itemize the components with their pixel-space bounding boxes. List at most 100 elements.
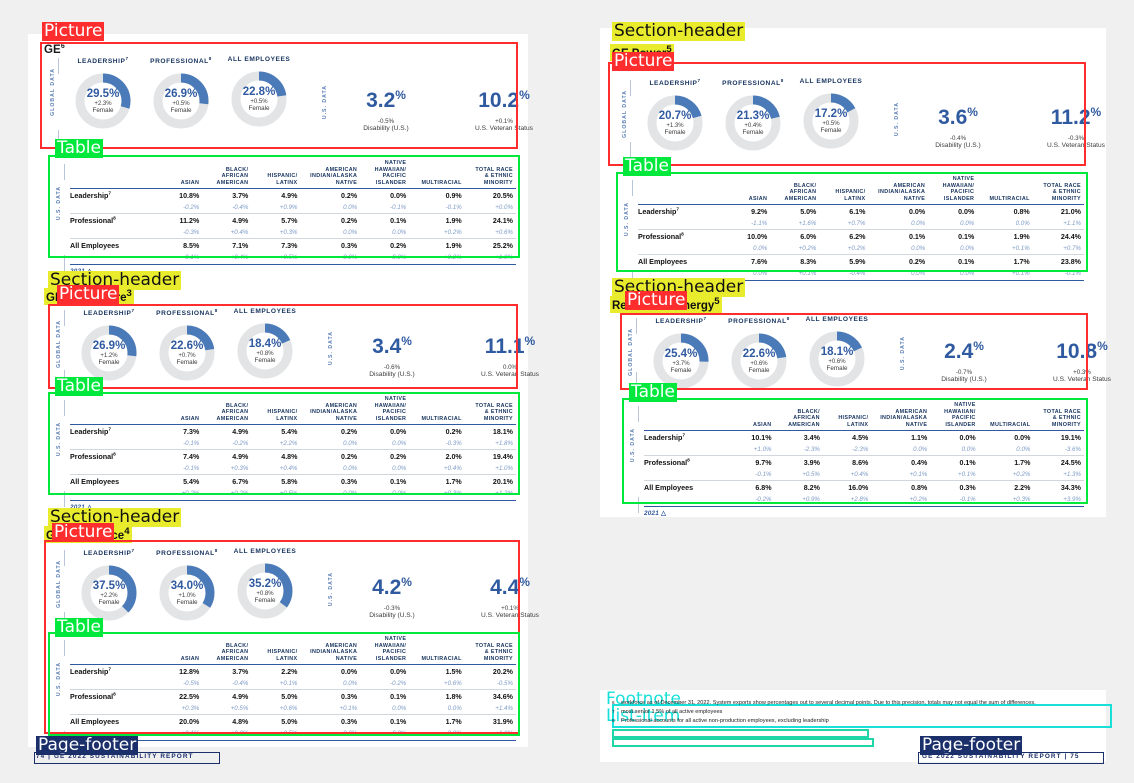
kpi-disability: 4.2% -0.3% Disability (U.S.) — [346, 576, 438, 619]
table-cell: 0.0% — [909, 207, 926, 216]
table-row-label: All Employees — [70, 714, 152, 729]
axis-rule-top — [64, 310, 65, 326]
table-row-label: Leadership7 — [638, 207, 680, 217]
table-delta-cell: 0.0% — [960, 270, 975, 278]
axis-rule-top — [64, 640, 65, 656]
table-delta-cell: -0.5% — [496, 680, 513, 688]
table-delta-cell: 0.0% — [753, 245, 768, 253]
table-delta-label — [70, 252, 151, 263]
axis-label-us-data: U.S. DATA — [894, 101, 900, 137]
kpi-caption: Disability (U.S.) — [363, 124, 409, 132]
kpi-value: 2.4% — [944, 338, 984, 363]
donut-value: 37.5% — [92, 579, 126, 592]
section-header-ge: GE6 — [44, 43, 65, 56]
table-header-row: ASIAN BLACK/AFRICAN AMERICAN HISPANIC/LATIN… — [638, 176, 1084, 206]
table-delta-cell: -0.1% — [445, 204, 462, 212]
table-delta-cell: 0.0% — [753, 270, 768, 278]
table-delta-cell: +0.3% — [230, 730, 249, 738]
delta-triangle-icon: △ — [87, 504, 93, 512]
kpi-caption: U.S. Veteran Status — [1047, 141, 1105, 149]
table-compare-year: 2021 △ — [70, 500, 516, 511]
table-delta-cell: 0.0% — [911, 245, 926, 253]
table-cell: 8.5% — [151, 238, 203, 253]
table-delta-cell: +1.2% — [495, 490, 513, 498]
table-cell: 19.1% — [1060, 433, 1081, 442]
table-cell: 22.5% — [151, 689, 203, 704]
donut-ring-chart: 26.9% +1.2% Female — [78, 322, 140, 384]
table-delta-cell: 0.0% — [911, 270, 926, 278]
table-row-label: All Employees — [70, 238, 152, 253]
table-delta-label — [638, 268, 719, 279]
table-header-row: ASIAN BLACK/AFRICAN AMERICAN HISPANIC/LATIN… — [70, 160, 516, 190]
table-delta-label — [70, 728, 151, 739]
footnote-text: Professional accounts for all active non… — [621, 717, 829, 724]
axis-label-us-data: U.S. DATA — [328, 330, 334, 366]
donut-delta: +0.6% — [828, 359, 846, 366]
demographics-table: ASIAN BLACK/AFRICAN AMERICAN HISPANIC/LATIN… — [70, 160, 516, 263]
table-cell: 0.3% — [300, 714, 361, 729]
table-cell: 19.4% — [464, 449, 516, 464]
table-cell: 20.0% — [151, 714, 203, 729]
table-header-cell-6: TOTAL RACE & ETHNIC MINORITY — [1033, 402, 1084, 432]
axis-rule-top — [64, 164, 65, 180]
table-delta-cell: 0.0% — [1016, 446, 1031, 454]
axis-label-us-data: U.S. DATA — [322, 84, 328, 120]
donut-title: PROFESSIONAL8 — [728, 316, 790, 326]
donut-ring-chart: 20.7% +1.3% Female — [644, 92, 706, 154]
table-cell: 24.1% — [464, 213, 516, 228]
table-cell: 24.4% — [1032, 229, 1084, 244]
table-cell: 24.5% — [1033, 455, 1084, 470]
table-delta-cell: +0.3% — [444, 490, 462, 498]
donut-title: LEADERSHIP7 — [83, 548, 135, 558]
donut-delta: +0.8% — [256, 351, 274, 358]
table-delta-row: -1.1% +1.6% +0.7% 0.0% 0.0% 0.0% +1.1% — [638, 218, 1084, 230]
table-header-cell-2: HISPANIC/LATINX — [251, 636, 301, 666]
table-delta-cell: +0.6% — [444, 680, 462, 688]
table-delta-cell: 0.0% — [392, 730, 407, 738]
table-cell: 5.0% — [251, 689, 301, 704]
table-cell: 0.0% — [958, 207, 975, 216]
table-header-cell — [644, 402, 724, 432]
table-cell: 1.7% — [977, 254, 1033, 269]
table-header-cell-1: BLACK/AFRICAN AMERICAN — [774, 402, 823, 432]
donut-delta: +0.5% — [822, 121, 840, 128]
donut-caption: Female — [664, 128, 686, 136]
table-delta-cell: -0.3% — [445, 440, 462, 448]
donut-caption: Female — [670, 366, 692, 374]
table-delta-cell: +1.4% — [495, 705, 513, 713]
table-row: Professional8 7.4% 4.9% 4.8% 0.2% 0.2% 2.0% 19.… — [70, 449, 516, 464]
table-cell: 11.2% — [151, 213, 203, 228]
donut-title: LEADERSHIP7 — [83, 308, 135, 318]
table-delta-label — [70, 703, 151, 715]
section-header-footnote-marker: 6 — [60, 43, 65, 50]
donut-title: LEADERSHIP7 — [655, 316, 707, 326]
donut-title: LEADERSHIP7 — [77, 56, 129, 66]
donut-delta: +2.3% — [94, 101, 112, 108]
table-delta-cell: +0.2% — [798, 245, 817, 253]
table-cell: 3.9% — [774, 455, 823, 470]
table-delta-cell: -2.3% — [852, 446, 869, 454]
table-delta-cell: +0.5% — [802, 471, 820, 479]
table-cell: 7.4% — [151, 449, 203, 464]
table-delta-cell: +0.1% — [1012, 270, 1030, 278]
table-header-cell-0: ASIAN — [724, 402, 775, 432]
kpi-group: 2.4% -0.7% Disability (U.S.) 10.8% +0.3%… — [918, 316, 1128, 390]
table-cell: 9.7% — [724, 455, 775, 470]
donut-ring-chart: 21.3% +0.4% Female — [722, 92, 784, 154]
table-delta-cell: -1.1% — [751, 220, 768, 228]
footnote-marker: 6 — [612, 700, 615, 705]
table-row-label: Professional8 — [70, 213, 152, 228]
kpi-value: 11.2% — [1050, 104, 1102, 129]
table-compare-year: 2021 △ — [638, 280, 1084, 291]
table-delta-label — [644, 469, 724, 481]
kpi-group: 3.6% -0.4% Disability (U.S.) 11.2% -0.3%… — [912, 78, 1122, 160]
table-cell: 3.7% — [232, 667, 249, 676]
kpi-caption: Disability (U.S.) — [935, 141, 981, 149]
kpi-value: 3.2% — [366, 87, 406, 112]
table-delta-cell: +0.6% — [279, 705, 298, 713]
footnote-list: 6 workforce as of December 31, 2022. Sys… — [612, 700, 1112, 727]
table-cell: 4.8% — [202, 714, 252, 729]
donut-value: 22.8% — [242, 85, 276, 98]
donut-metric-leadership: LEADERSHIP7 37.5% +2.2% Female — [70, 548, 148, 630]
axis-rule-bottom — [64, 255, 65, 272]
